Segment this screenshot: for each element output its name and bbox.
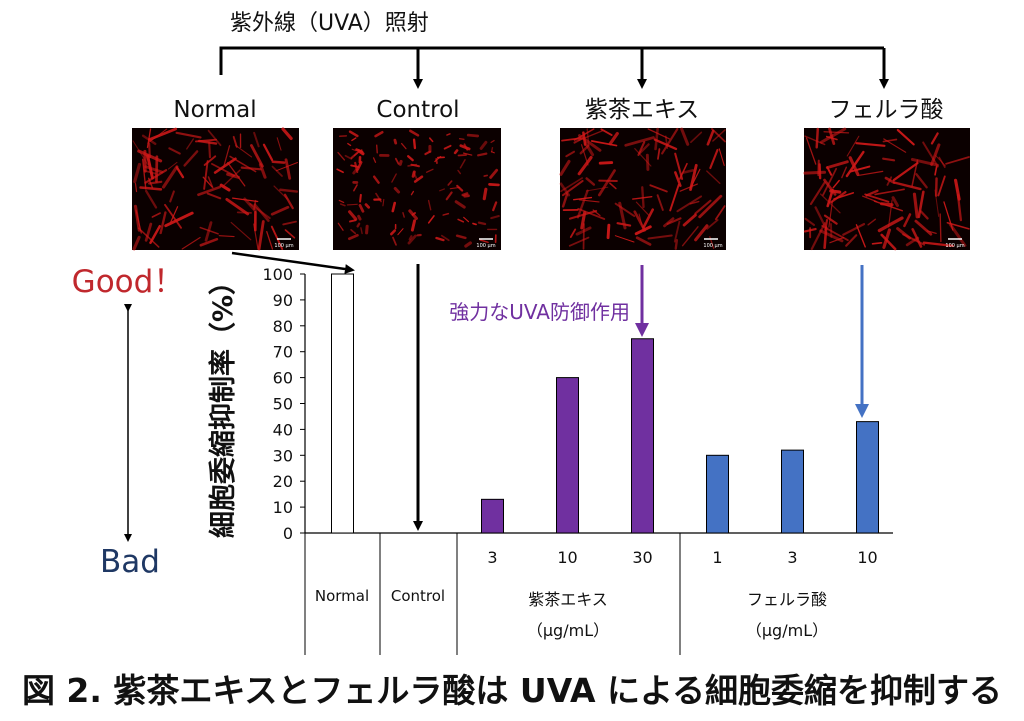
group-unit-label: （μg/mL） (746, 621, 828, 640)
x-tick-label: 1 (712, 548, 722, 567)
y-tick-label: 40 (273, 420, 293, 439)
panel-label-murasakicha: 紫茶エキス (585, 97, 699, 123)
y-tick-label: 20 (273, 472, 293, 491)
group-label: 紫茶エキス (528, 590, 608, 609)
bad-label: Bad (100, 544, 160, 580)
y-tick-label: 80 (273, 317, 293, 336)
annotation-uva-protection: 強力なUVA防御作用 (449, 300, 630, 324)
scale-label-ferulic: 100 μm (945, 243, 964, 249)
uva-bracket (219, 46, 889, 89)
y-tick-label: 50 (273, 395, 293, 414)
group-label: Normal (315, 587, 369, 605)
bar (631, 338, 654, 534)
group-label: Control (391, 587, 445, 605)
micrograph-murasakicha (559, 127, 726, 250)
x-tick-label: 3 (787, 548, 797, 567)
y-tick-label: 0 (283, 524, 293, 543)
micrograph-normal (132, 127, 299, 251)
micrograph-ferulic (803, 127, 970, 251)
panel-label-normal: Normal (173, 97, 256, 123)
y-tick-label: 10 (273, 498, 293, 517)
group-label: フェルラ酸 (747, 590, 827, 609)
panel-label-ferulic: フェルラ酸 (829, 97, 944, 123)
scale-label-control: 100 μm (476, 243, 495, 249)
arrow-normal (231, 251, 355, 274)
y-tick-label: 60 (273, 369, 293, 388)
bar (481, 498, 504, 534)
scale-label-murasakicha: 100 μm (703, 243, 722, 249)
good-label: Good！ (72, 264, 185, 300)
bar (331, 273, 354, 534)
micrograph-control (333, 128, 501, 250)
bar (781, 449, 804, 534)
uva-label: 紫外線（UVA）照射 (230, 11, 429, 36)
bar-chart: 0 10 20 30 40 50 60 70 80 90 100 3 10 30 1 3 10 Normal Con… (262, 265, 893, 655)
bar (856, 421, 879, 534)
y-tick-label: 70 (273, 343, 293, 362)
bar (556, 377, 579, 534)
y-tick-label: 90 (273, 291, 293, 310)
figure: 紫外線（UVA）照射 Normal Control 紫茶エキス フェルラ酸 10… (72, 11, 970, 655)
x-tick-label: 3 (487, 548, 497, 567)
y-tick-label: 100 (262, 265, 293, 284)
y-axis-label: 細胞委縮抑制率（%） (207, 268, 239, 538)
x-tick-label: 30 (632, 548, 652, 567)
figure-caption: 図 2. 紫茶エキスとフェルラ酸は UVA による細胞委縮を抑制する (21, 671, 1003, 710)
panel-label-control: Control (376, 97, 459, 123)
x-tick-label: 10 (857, 548, 877, 567)
group-unit-label: （μg/mL） (527, 621, 609, 640)
scale-label-normal: 100 μm (274, 243, 293, 249)
y-tick-label: 30 (273, 446, 293, 465)
x-tick-label: 10 (557, 548, 577, 567)
bar (706, 454, 729, 534)
